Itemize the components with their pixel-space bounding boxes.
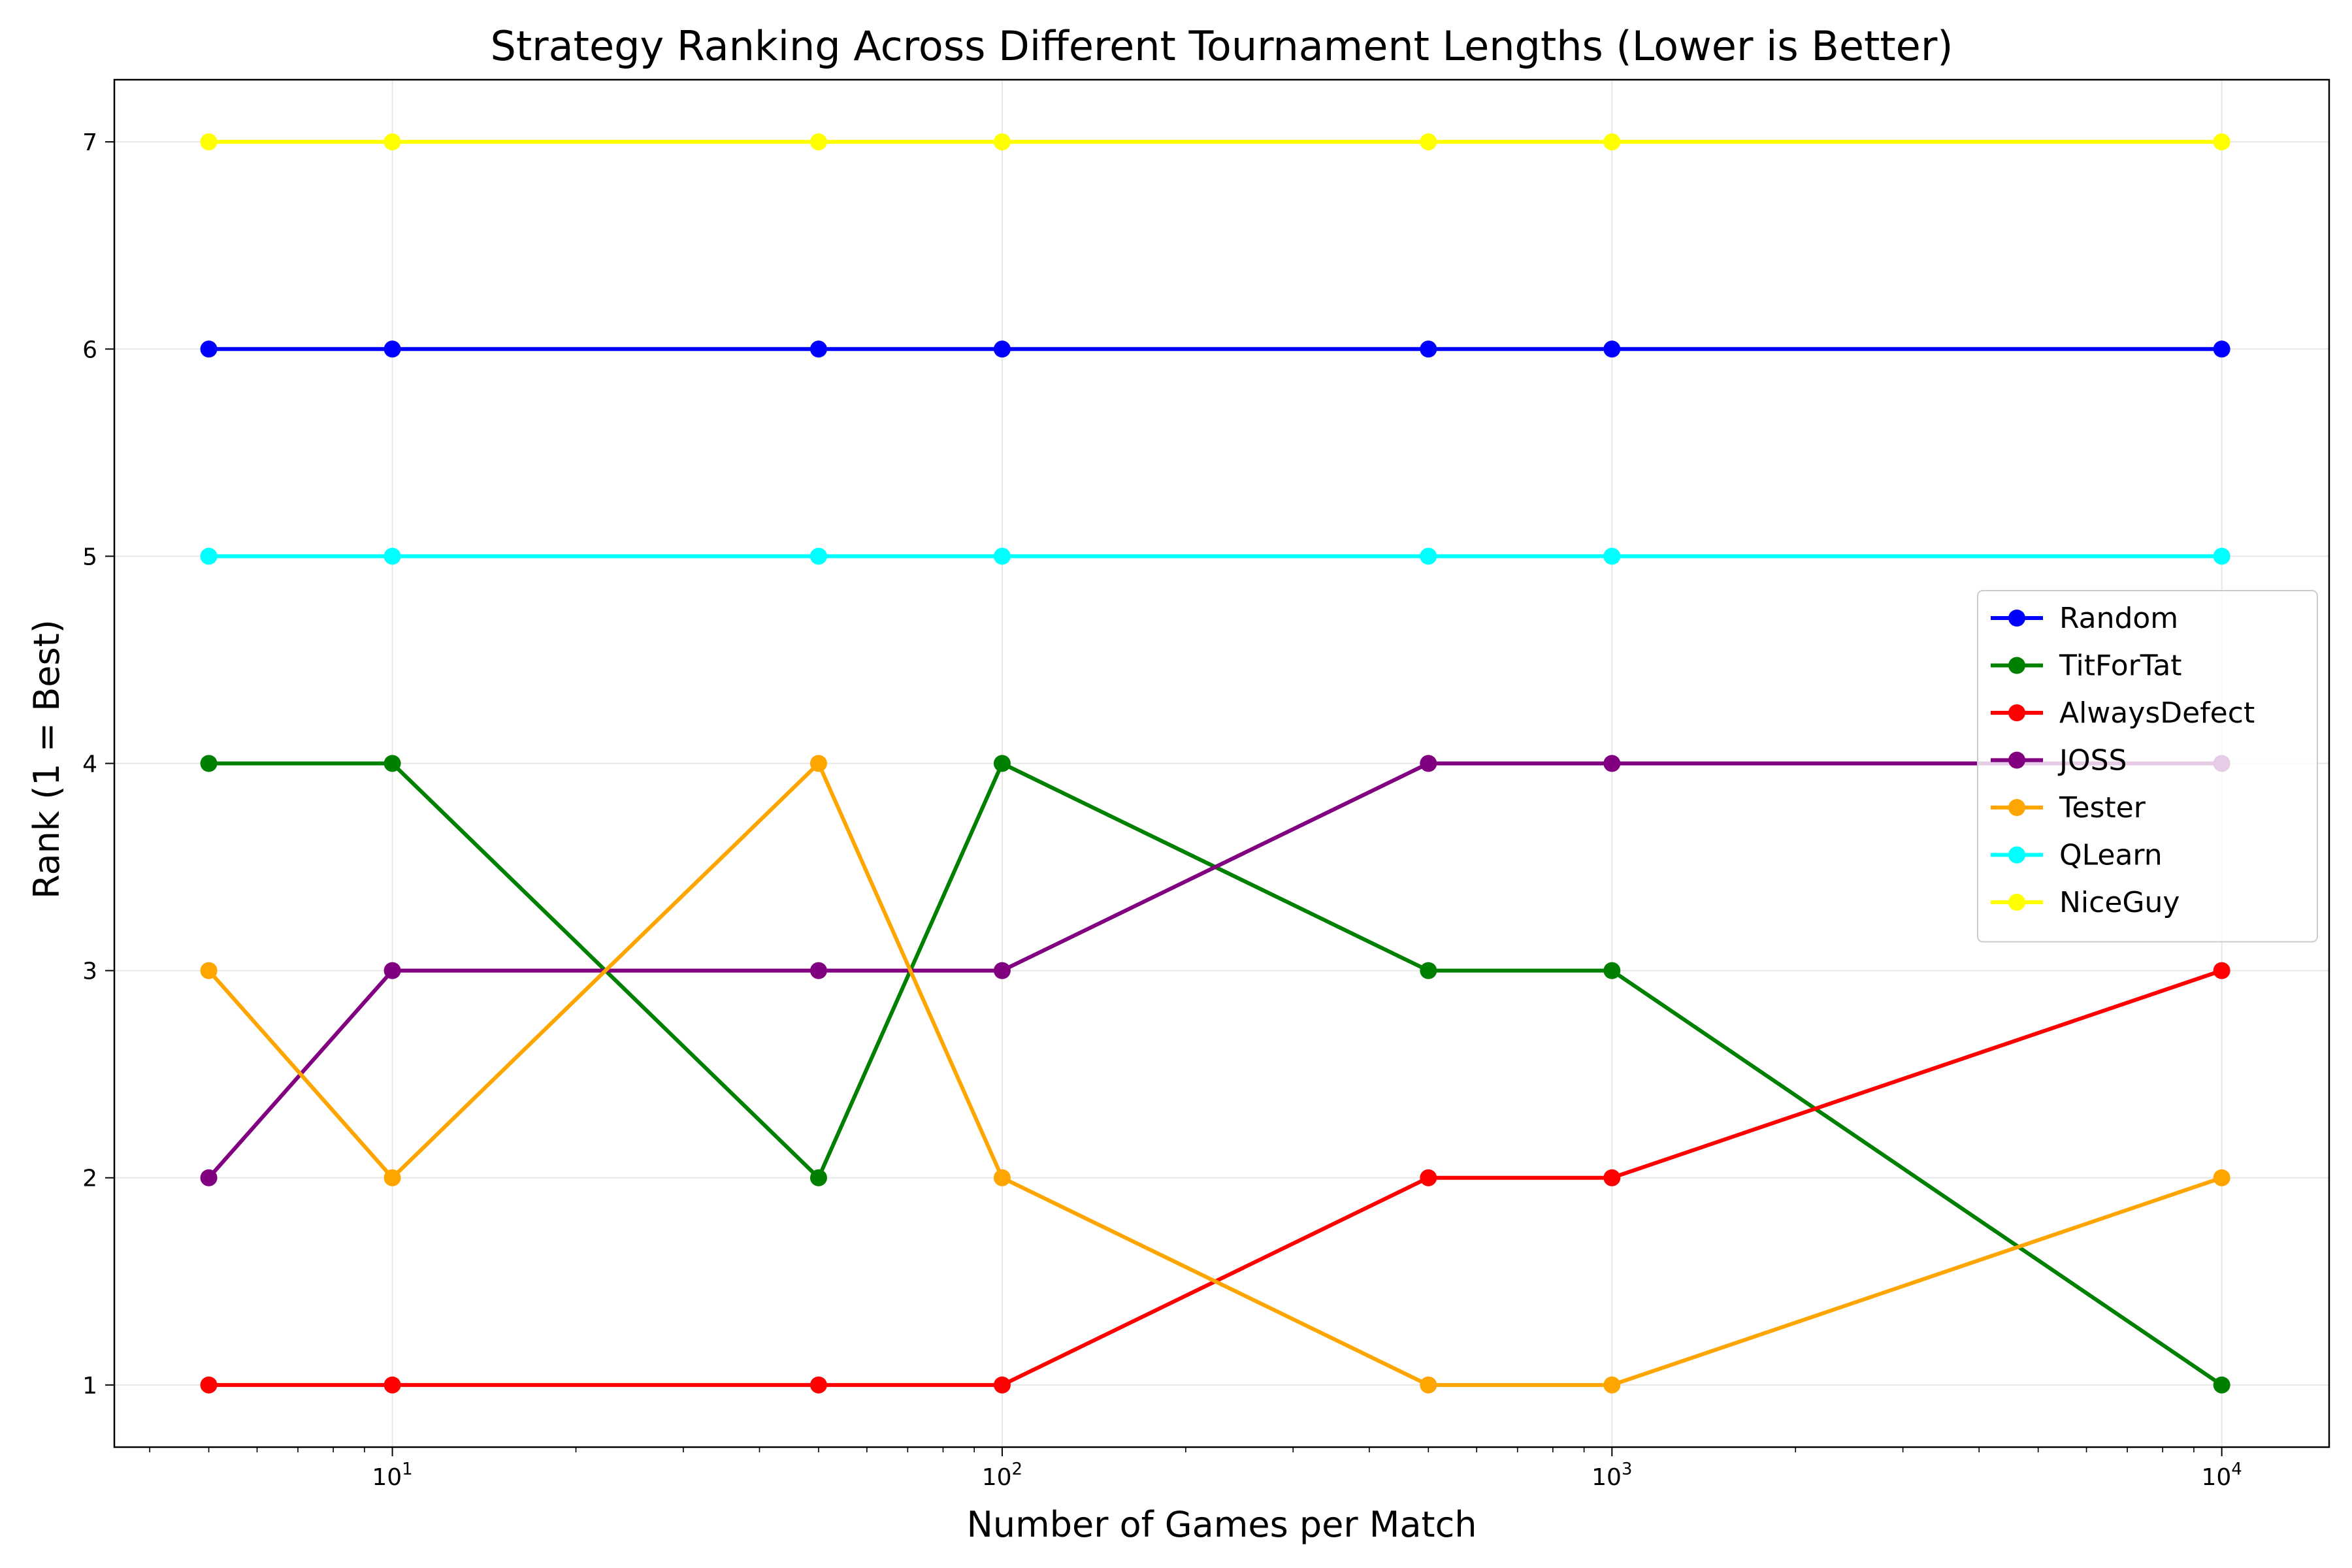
x-tick-label: 102	[982, 1460, 1022, 1491]
data-point	[993, 547, 1011, 565]
data-point	[2213, 547, 2230, 565]
data-point	[200, 755, 218, 772]
y-tick-label: 3	[82, 958, 97, 985]
legend-label: NiceGuy	[2059, 886, 2180, 919]
legend-label: Random	[2059, 602, 2178, 635]
data-point	[993, 755, 1011, 772]
data-point	[2213, 340, 2230, 358]
legend-marker	[2008, 799, 2025, 816]
niceguy: NiceGuy	[1991, 886, 2180, 919]
legend-label: QLearn	[2059, 839, 2163, 872]
random: Random	[1991, 602, 2178, 635]
data-point	[200, 340, 218, 358]
y-tick-label: 5	[82, 544, 97, 570]
axis-ticks: 1 2 3 4 5 6 7 101 102 103 104	[82, 129, 2242, 1491]
data-point	[200, 1376, 218, 1394]
data-point	[1603, 1376, 1621, 1394]
chart-title: Strategy Ranking Across Different Tourna…	[491, 22, 1953, 70]
data-point	[200, 962, 218, 979]
series-random	[200, 340, 2230, 358]
data-point	[1603, 962, 1621, 979]
data-point	[809, 133, 827, 151]
data-point	[384, 340, 401, 358]
series-qlearn	[200, 547, 2230, 565]
legend-box	[1977, 590, 2318, 943]
legend-marker	[2008, 704, 2025, 721]
data-point	[1420, 1169, 1437, 1186]
legend-label: Tester	[2059, 791, 2146, 825]
data-point	[2213, 1169, 2230, 1186]
series-titfortat	[200, 755, 2230, 1394]
legend-label: TitForTat	[2059, 649, 2182, 683]
x-axis-label: Number of Games per Match	[967, 1504, 1477, 1545]
legend-marker	[2008, 846, 2025, 864]
data-point	[1420, 755, 1437, 772]
data-point	[993, 340, 1011, 358]
data-point	[200, 1169, 218, 1186]
data-point	[809, 1169, 827, 1186]
alwaysdefect: AlwaysDefect	[1991, 696, 2255, 730]
x-tick-label: 104	[2201, 1460, 2242, 1491]
data-point	[993, 962, 1011, 979]
legend-marker	[2008, 751, 2025, 769]
data-point	[384, 1376, 401, 1394]
data-point	[1420, 1376, 1437, 1394]
data-point	[384, 962, 401, 979]
joss: JOSS	[1991, 744, 2127, 777]
data-point	[384, 755, 401, 772]
data-point	[1603, 547, 1621, 565]
data-point	[1603, 1169, 1621, 1186]
data-point	[809, 547, 827, 565]
legend-marker	[2008, 894, 2025, 911]
data-point	[2213, 1376, 2230, 1394]
legend-label: AlwaysDefect	[2059, 696, 2255, 730]
legend-marker	[2008, 657, 2025, 674]
tester: Tester	[1991, 791, 2146, 825]
legend-label: JOSS	[2057, 744, 2127, 777]
data-point	[993, 1376, 1011, 1394]
data-point	[809, 340, 827, 358]
y-axis-label: Rank (1 = Best)	[26, 619, 67, 899]
y-tick-label: 1	[82, 1373, 97, 1399]
data-point	[200, 547, 218, 565]
data-point	[1603, 340, 1621, 358]
data-point	[1420, 547, 1437, 565]
data-point	[384, 547, 401, 565]
data-point	[384, 1169, 401, 1186]
data-point	[993, 133, 1011, 151]
series-layer	[200, 133, 2230, 1394]
x-tick-label: 101	[372, 1460, 412, 1491]
qlearn: QLearn	[1991, 839, 2163, 872]
y-tick-label: 7	[82, 129, 97, 156]
data-point	[2213, 133, 2230, 151]
data-point	[1420, 340, 1437, 358]
series-tester	[200, 755, 2230, 1394]
y-tick-label: 2	[82, 1166, 97, 1192]
data-point	[384, 133, 401, 151]
data-point	[809, 755, 827, 772]
titfortat: TitForTat	[1991, 649, 2182, 683]
series-alwaysdefect	[200, 962, 2230, 1394]
series-niceguy	[200, 133, 2230, 151]
data-point	[1603, 133, 1621, 151]
data-point	[1420, 962, 1437, 979]
x-tick-label: 103	[1592, 1460, 1632, 1491]
data-point	[1420, 133, 1437, 151]
data-point	[1603, 755, 1621, 772]
data-point	[809, 962, 827, 979]
data-point	[200, 133, 218, 151]
legend: Random TitForTat AlwaysDefect JOSS Tester QLe…	[1977, 590, 2318, 943]
y-tick-label: 6	[82, 336, 97, 363]
data-point	[809, 1376, 827, 1394]
data-point	[2213, 962, 2230, 979]
legend-marker	[2008, 610, 2025, 627]
data-point	[993, 1169, 1011, 1186]
y-tick-label: 4	[82, 751, 97, 778]
